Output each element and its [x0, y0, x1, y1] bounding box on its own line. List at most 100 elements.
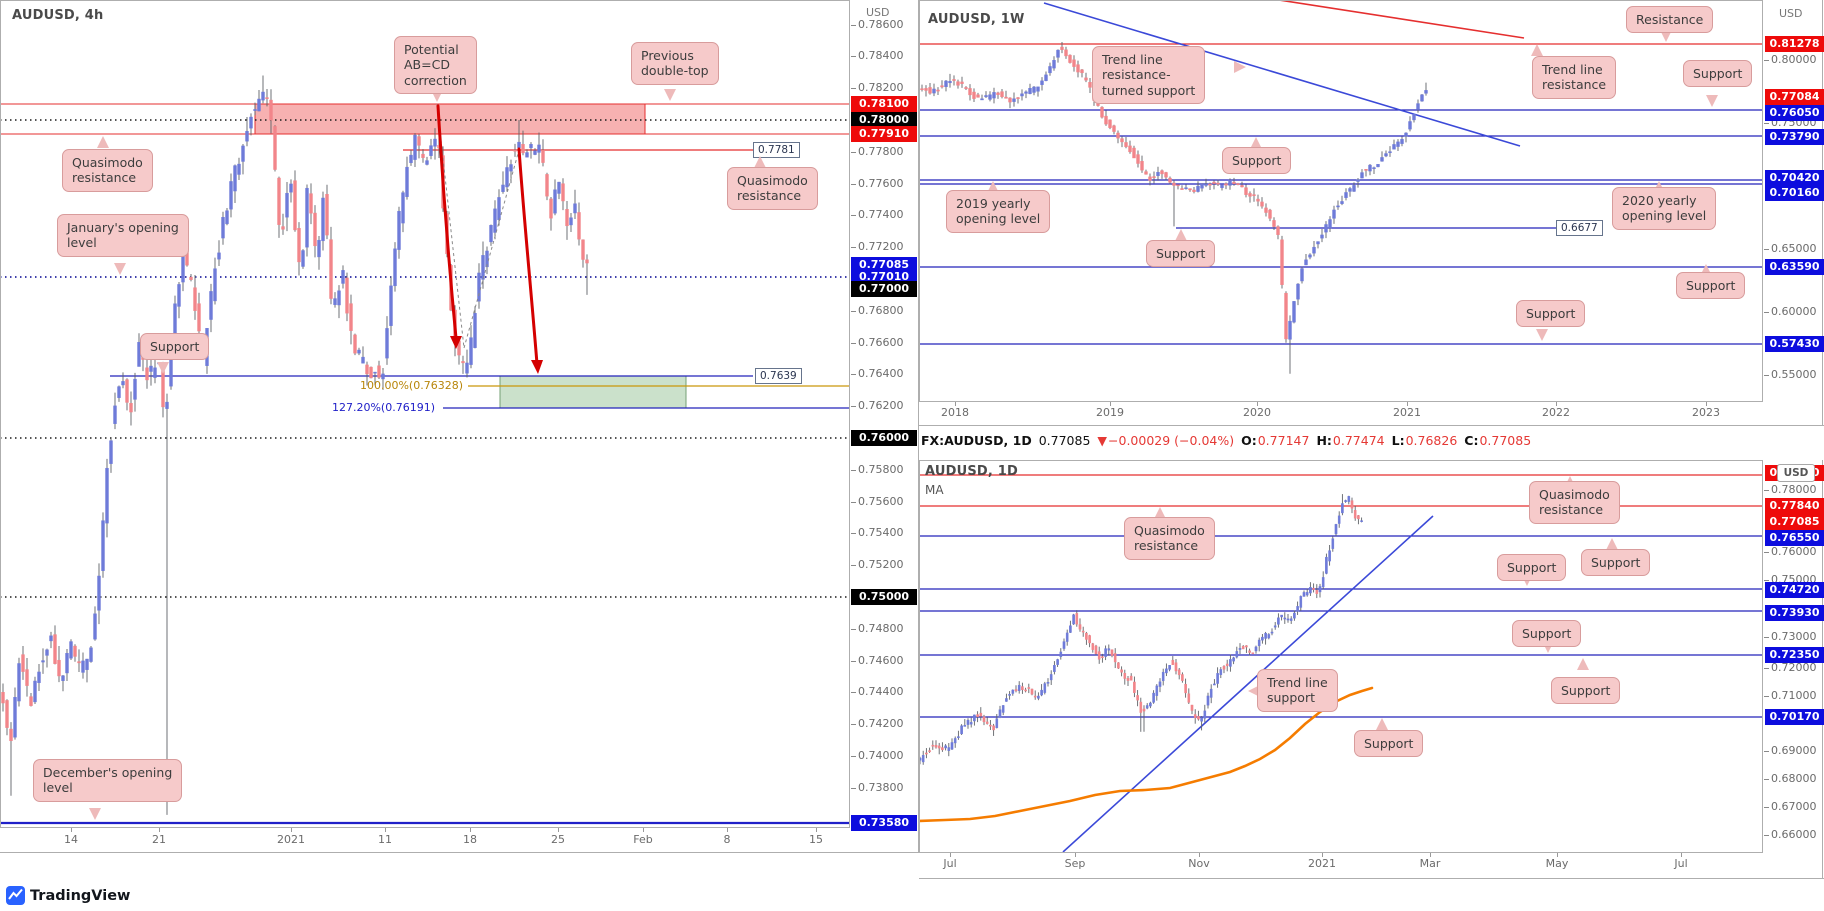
price-tick-dash	[851, 787, 856, 789]
price-tick[interactable]: 0.75800	[858, 463, 904, 476]
price-tick[interactable]: 0.71000	[1771, 689, 1817, 702]
ticker-part: O:	[1241, 433, 1257, 448]
time-tick[interactable]: 2020	[1243, 406, 1271, 419]
price-tick[interactable]: 0.76200	[858, 399, 904, 412]
time-tick-dash	[1706, 402, 1707, 406]
price-tick[interactable]: 0.78400	[858, 49, 904, 62]
time-tick[interactable]: Sep	[1064, 857, 1086, 870]
price-tick[interactable]: 0.68000	[1771, 772, 1817, 785]
time-tick[interactable]: May	[1545, 857, 1569, 870]
time-tick[interactable]: Nov	[1188, 857, 1210, 870]
price-tick-dash	[851, 373, 856, 375]
chart-title-4h: AUDUSD, 4h	[12, 8, 104, 23]
time-tick[interactable]: 2023	[1692, 406, 1720, 419]
price-tick[interactable]: 0.77800	[858, 145, 904, 158]
price-tick[interactable]: 0.73000	[1771, 630, 1817, 643]
price-tick[interactable]: 0.74400	[858, 685, 904, 698]
time-tick[interactable]: 2019	[1096, 406, 1124, 419]
price-tick[interactable]: 0.76000	[1771, 545, 1817, 558]
time-tick[interactable]: 14	[64, 833, 78, 846]
price-tick[interactable]: 0.67000	[1771, 800, 1817, 813]
time-tick[interactable]: 2021	[277, 833, 305, 846]
time-tick[interactable]: 18	[463, 833, 477, 846]
symbol-info-bar[interactable]: FX:AUDUSD, 1D 0.77085 ▼−0.00029 (−0.04%) O:…	[921, 433, 1538, 448]
price-tick[interactable]: 0.77200	[858, 240, 904, 253]
price-tick-dash	[851, 660, 856, 662]
annotation-pointer	[754, 156, 766, 168]
annotation-pointer	[1577, 658, 1589, 670]
time-tick[interactable]: Feb	[633, 833, 653, 846]
price-tick[interactable]: 0.60000	[1771, 305, 1817, 318]
price-tick[interactable]: 0.78600	[858, 18, 904, 31]
ticker-part: 0.77474	[1332, 433, 1385, 448]
support-06677: Support	[1146, 240, 1216, 268]
time-tick[interactable]: 2021	[1308, 857, 1336, 870]
january-opening-level: January's opening level	[57, 214, 189, 257]
price-tick-dash	[851, 405, 856, 407]
support-07235-above: Support	[1512, 620, 1582, 648]
price-badge-0.75000: 0.75000	[851, 589, 917, 605]
time-tick-dash	[1681, 853, 1682, 857]
tradingview-logo[interactable]: TradingView	[6, 886, 130, 905]
price-tick[interactable]: 0.74200	[858, 717, 904, 730]
price-tick[interactable]: 0.74000	[858, 749, 904, 762]
potential-abcd: Potential AB=CD correction	[394, 36, 477, 94]
time-tick[interactable]: 2018	[941, 406, 969, 419]
ticker-part: C:	[1464, 433, 1479, 448]
price-tick-dash	[1764, 59, 1769, 61]
currency-button-1d[interactable]: USD	[1777, 464, 1815, 482]
price-tick[interactable]: 0.65000	[1771, 242, 1817, 255]
price-tick[interactable]: 0.76600	[858, 336, 904, 349]
price-line-label: 0.7781	[753, 142, 800, 158]
time-tick[interactable]: 15	[809, 833, 823, 846]
price-tick[interactable]: 0.72000	[1771, 661, 1817, 674]
time-tick[interactable]: 8	[723, 833, 731, 846]
time-tick[interactable]: 2021	[1393, 406, 1421, 419]
annotation-pointer	[157, 362, 169, 374]
time-tick[interactable]: Jul	[1674, 857, 1688, 870]
ticker-part: FX:AUDUSD, 1D	[921, 433, 1032, 448]
ma-indicator-label[interactable]: MA	[925, 483, 944, 497]
chart-plot-4h[interactable]	[0, 75, 850, 825]
price-tick[interactable]: 0.69000	[1771, 744, 1817, 757]
price-tick[interactable]: 0.77600	[858, 177, 904, 190]
price-tick-dash	[1764, 374, 1769, 376]
annotation-pointer	[97, 136, 109, 148]
price-tick[interactable]: 0.76800	[858, 304, 904, 317]
price-tick[interactable]: 0.74600	[858, 654, 904, 667]
price-tick[interactable]: 0.66000	[1771, 828, 1817, 841]
price-tick-dash	[1764, 834, 1769, 836]
tradingview-logo-icon	[6, 886, 25, 905]
price-badge-0.77840: 0.77840	[1765, 498, 1824, 514]
price-tick[interactable]: 0.55000	[1771, 368, 1817, 381]
price-tick[interactable]: 0.78000	[1771, 483, 1817, 496]
time-tick-dash	[1199, 853, 1200, 857]
chart-plot-1D[interactable]	[919, 474, 1763, 852]
price-tick[interactable]: 0.75600	[858, 495, 904, 508]
time-tick[interactable]: 2022	[1542, 406, 1570, 419]
chart-plot-1W[interactable]	[919, 0, 1763, 374]
price-badge-0.77910: 0.77910	[851, 126, 917, 142]
price-tick[interactable]: 0.77400	[858, 208, 904, 221]
price-tick[interactable]: 0.75200	[858, 558, 904, 571]
price-line-label: 0.7639	[755, 368, 802, 384]
time-tick[interactable]: Mar	[1419, 857, 1441, 870]
time-tick[interactable]: 21	[152, 833, 166, 846]
price-tick[interactable]: 0.76400	[858, 367, 904, 380]
time-tick[interactable]: 11	[378, 833, 392, 846]
trendline-support-1d: Trend line support	[1257, 669, 1338, 712]
time-tick[interactable]: Jul	[943, 857, 957, 870]
price-badge-0.73580: 0.73580	[851, 815, 917, 831]
price-tick[interactable]: 0.75400	[858, 526, 904, 539]
price-tick[interactable]: 0.78200	[858, 81, 904, 94]
price-tick[interactable]: 0.80000	[1771, 53, 1817, 66]
quasimodo-resistance-right: Quasimodo resistance	[727, 167, 818, 210]
price-tick[interactable]: 0.73800	[858, 781, 904, 794]
time-tick-dash	[1556, 402, 1557, 406]
time-tick[interactable]: 25	[551, 833, 565, 846]
annotation-pointer	[1531, 44, 1543, 56]
time-tick-dash	[385, 828, 386, 832]
price-tick[interactable]: 0.74800	[858, 622, 904, 635]
annotation-pointer	[1606, 538, 1618, 550]
